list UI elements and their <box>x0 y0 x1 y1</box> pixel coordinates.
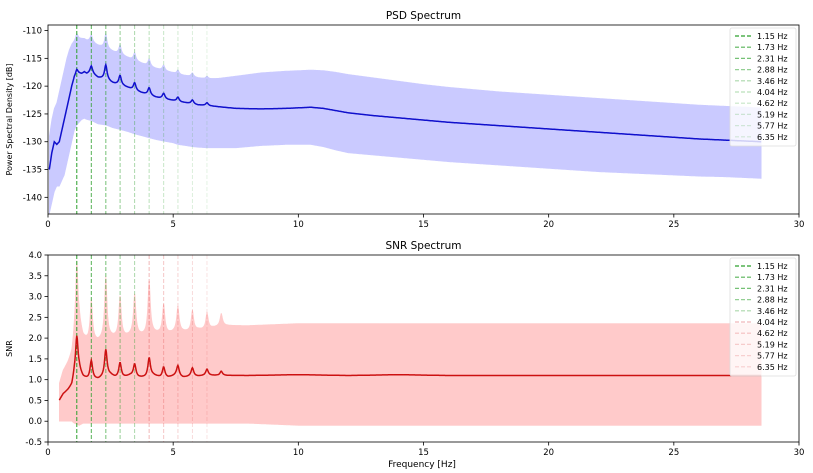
plot-area <box>58 255 762 442</box>
x-tick-label: 0 <box>45 448 50 458</box>
x-tick-label: 5 <box>170 448 175 458</box>
legend-item: 6.35 Hz <box>735 133 788 142</box>
legend-item: 2.31 Hz <box>735 284 788 293</box>
y-tick-label: -130 <box>23 138 42 148</box>
legend-box <box>729 27 797 147</box>
legend-item: 5.77 Hz <box>735 352 788 361</box>
y-tick-label: 1.5 <box>28 355 42 365</box>
x-tick-label: 0 <box>45 220 50 230</box>
legend-label: 4.04 Hz <box>757 88 788 97</box>
x-tick-label: 30 <box>794 220 805 230</box>
y-tick-label: -115 <box>23 54 42 64</box>
legend-label: 1.15 Hz <box>757 262 788 271</box>
legend-item: 4.04 Hz <box>735 88 788 97</box>
legend-label: 1.15 Hz <box>757 32 788 41</box>
legend-label: 3.46 Hz <box>757 307 788 316</box>
legend-label: 2.88 Hz <box>757 66 788 75</box>
x-tick-label: 20 <box>543 220 554 230</box>
series-line <box>48 62 762 170</box>
legend-label: 4.62 Hz <box>757 99 788 108</box>
legend-item: 4.04 Hz <box>735 318 788 327</box>
y-tick-label: -0.5 <box>25 438 42 448</box>
confidence-band <box>59 260 762 426</box>
y-tick-label: 3.0 <box>28 293 42 303</box>
legend: 1.15 Hz 1.73 Hz 2.31 Hz 2.88 Hz 3.46 Hz 4.04 … <box>729 257 797 377</box>
legend-label: 2.31 Hz <box>757 284 788 293</box>
snr-panel: 0 5 10 15 20 25 30 -0.5 0.0 0.5 1.0 1.5 2.0 2.5 3.0 3.5… <box>5 240 804 458</box>
y-tick-label: 4.0 <box>28 251 42 261</box>
legend-label: 4.62 Hz <box>757 329 788 338</box>
legend-label: 2.88 Hz <box>757 296 788 305</box>
legend-item: 3.46 Hz <box>735 307 788 316</box>
legend-item: 4.62 Hz <box>735 99 788 108</box>
y-tick-label: 0.5 <box>28 396 42 406</box>
x-tick-label: 20 <box>543 448 554 458</box>
legend: 1.15 Hz 1.73 Hz 2.31 Hz 2.88 Hz 3.46 Hz 4.04 … <box>729 27 797 147</box>
x-tick-label: 25 <box>668 220 679 230</box>
legend-label: 1.73 Hz <box>757 43 788 52</box>
legend-item: 3.46 Hz <box>735 77 788 86</box>
confidence-band <box>49 32 762 214</box>
legend-label: 5.77 Hz <box>757 122 788 131</box>
legend-item: 6.35 Hz <box>735 363 788 372</box>
legend-label: 4.04 Hz <box>757 318 788 327</box>
x-tick-label: 15 <box>418 448 429 458</box>
x-tick-label: 15 <box>418 220 429 230</box>
x-tick-label: 5 <box>170 220 175 230</box>
psd-panel: 0 5 10 15 20 25 30 -140 -135 -130 -125 -120 -115 -110… <box>5 10 804 230</box>
y-axis-label: Power Spectral Density [dB] <box>5 63 14 175</box>
legend-item: 1.15 Hz <box>735 32 788 41</box>
y-tick-label: -135 <box>23 166 42 176</box>
y-tick-label: 1.0 <box>28 376 42 386</box>
y-tick-label: 2.5 <box>28 313 42 323</box>
legend-item: 5.19 Hz <box>735 340 788 349</box>
legend-item: 1.73 Hz <box>735 43 788 52</box>
x-tick-label: 25 <box>668 448 679 458</box>
legend-item: 1.73 Hz <box>735 273 788 282</box>
legend-item: 1.15 Hz <box>735 262 788 271</box>
legend-label: 5.19 Hz <box>757 340 788 349</box>
x-axis-label: Frequency [Hz] <box>388 460 456 470</box>
y-tick-label: -120 <box>23 82 42 92</box>
legend-label: 5.19 Hz <box>757 110 788 119</box>
legend-item: 5.77 Hz <box>735 122 788 131</box>
legend-box <box>729 257 797 377</box>
legend-label: 6.35 Hz <box>757 133 788 142</box>
legend-label: 1.73 Hz <box>757 273 788 282</box>
y-tick-label: -140 <box>23 193 42 203</box>
legend-item: 2.31 Hz <box>735 54 788 63</box>
legend-label: 5.77 Hz <box>757 352 788 361</box>
legend-item: 4.62 Hz <box>735 329 788 338</box>
legend-item: 5.19 Hz <box>735 110 788 119</box>
legend-label: 2.31 Hz <box>757 54 788 63</box>
x-tick-label: 10 <box>293 448 304 458</box>
x-tick-label: 30 <box>794 448 805 458</box>
y-tick-label: 0.0 <box>28 417 42 427</box>
y-tick-label: -110 <box>23 27 42 37</box>
series-line <box>58 335 762 401</box>
panel-title: SNR Spectrum <box>385 240 461 252</box>
legend-item: 2.88 Hz <box>735 66 788 75</box>
plot-area <box>48 25 762 214</box>
legend-label: 6.35 Hz <box>757 363 788 372</box>
y-tick-label: -125 <box>23 110 42 120</box>
y-axis-label: SNR <box>5 340 14 357</box>
x-tick-label: 10 <box>293 220 304 230</box>
legend-item: 2.88 Hz <box>735 296 788 305</box>
y-tick-label: 3.5 <box>28 272 42 282</box>
y-tick-label: 2.0 <box>28 334 42 344</box>
legend-label: 3.46 Hz <box>757 77 788 86</box>
panel-title: PSD Spectrum <box>386 10 461 22</box>
